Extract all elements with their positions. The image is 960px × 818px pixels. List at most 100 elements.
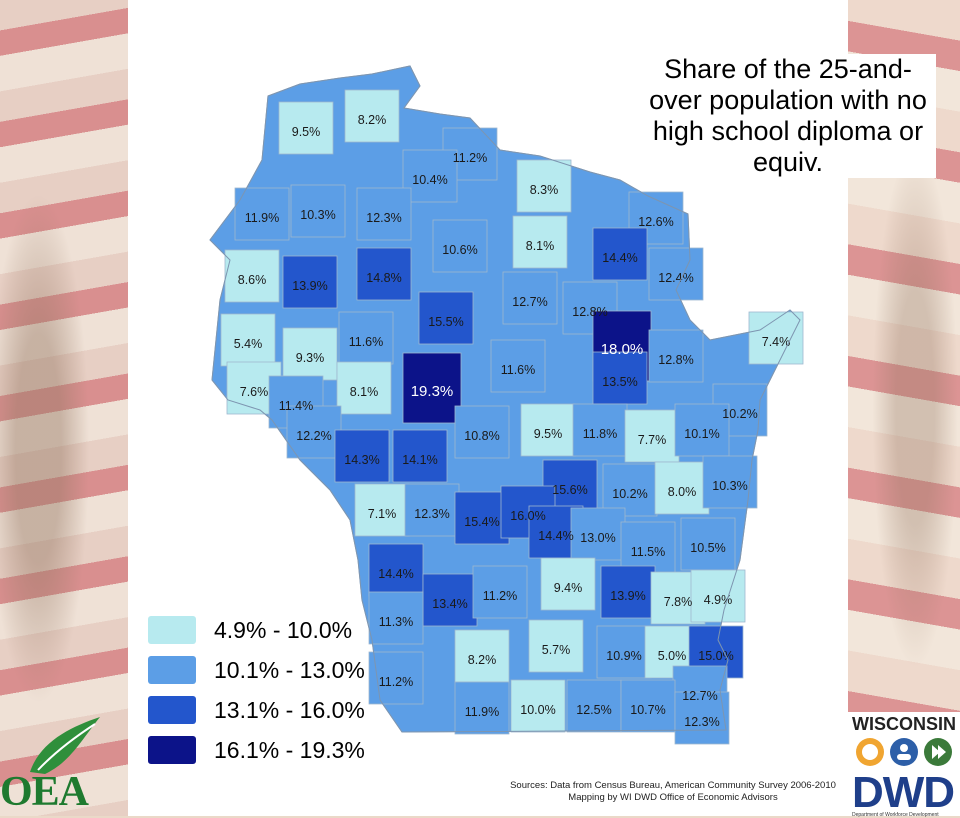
county-value-label: 10.6% [442, 243, 477, 257]
state-border [209, 65, 801, 733]
county-area [512, 215, 568, 269]
county-value-label: 12.8% [572, 305, 607, 319]
county-value-label: 11.5% [631, 545, 666, 559]
county-value-label: 18.0% [601, 341, 644, 358]
county-value-label: 11.2% [379, 675, 414, 689]
county-area [648, 329, 704, 383]
flag-background-left [0, 0, 128, 816]
county-value-label: 15.4% [464, 515, 499, 529]
county-value-label: 10.7% [630, 703, 665, 717]
county-value-label: 11.3% [379, 615, 414, 629]
county-area [282, 255, 338, 309]
county-value-label: 9.3% [296, 351, 325, 365]
legend-swatch [148, 656, 196, 684]
county-area [404, 483, 460, 537]
county-value-label: 10.1% [684, 427, 719, 441]
county-value-label: 10.5% [690, 541, 725, 555]
county-area [566, 679, 622, 733]
county-value-label: 7.7% [638, 433, 667, 447]
county-area [748, 311, 804, 365]
legend-label: 10.1% - 13.0% [214, 656, 365, 683]
county-value-label: 11.8% [583, 427, 618, 441]
county-area [368, 651, 424, 705]
county-value-label: 7.1% [368, 507, 397, 521]
county-value-label: 10.2% [722, 407, 757, 421]
map-title: Share of the 25-and-over population with… [640, 54, 936, 178]
legend-item: 16.1% - 19.3% [148, 732, 368, 768]
oea-leaf-icon [30, 717, 100, 774]
county-value-label: 8.3% [530, 183, 559, 197]
dwd-logo-main: DWD [852, 768, 955, 817]
legend-label: 4.9% - 10.0% [214, 616, 353, 643]
county-value-label: 10.0% [520, 703, 555, 717]
county-value-label: 13.5% [602, 375, 637, 389]
source-line: Sources: Data from Census Bureau, Americ… [510, 780, 836, 791]
county-value-label: 12.3% [414, 507, 449, 521]
county-area [356, 187, 412, 241]
county-value-label: 10.9% [606, 649, 641, 663]
source-note: Sources: Data from Census Bureau, Americ… [478, 780, 868, 804]
county-value-label: 8.0% [668, 485, 697, 499]
county-area [368, 543, 424, 597]
county-value-label: 10.2% [612, 487, 647, 501]
county-value-label: 5.4% [234, 337, 263, 351]
county-area [402, 352, 462, 424]
county-value-label: 8.2% [468, 653, 497, 667]
county-value-label: 13.9% [292, 279, 327, 293]
county-area [368, 591, 424, 645]
county-area [510, 679, 566, 733]
county-area [418, 291, 474, 345]
county-value-label: 11.6% [349, 335, 384, 349]
county-area [490, 339, 546, 393]
county-value-label: 15.0% [698, 649, 733, 663]
county-area [392, 429, 448, 483]
county-value-label: 15.6% [552, 483, 587, 497]
county-area [402, 149, 458, 203]
county-area [674, 691, 730, 745]
county-value-label: 11.2% [483, 589, 518, 603]
county-value-label: 9.5% [292, 125, 321, 139]
county-value-label: 14.4% [538, 529, 573, 543]
county-area [432, 219, 488, 273]
county-value-label: 11.2% [453, 151, 488, 165]
county-value-label: 12.4% [658, 271, 693, 285]
county-area [234, 187, 290, 241]
county-area [596, 625, 652, 679]
legend-label: 16.1% - 19.3% [214, 736, 365, 763]
county-value-label: 11.9% [245, 211, 280, 225]
county-area [520, 403, 576, 457]
county-value-label: 8.2% [358, 113, 387, 127]
county-area [282, 327, 338, 381]
county-value-label: 10.8% [464, 429, 499, 443]
county-area [344, 89, 400, 143]
county-value-label: 9.4% [554, 581, 583, 595]
county-area [278, 101, 334, 155]
county-area [454, 681, 510, 735]
county-value-label: 13.9% [610, 589, 645, 603]
county-area [334, 429, 390, 483]
county-area [648, 247, 704, 301]
dwd-logo-sub: Department of Workforce Development [852, 812, 939, 818]
county-value-label: 12.8% [658, 353, 693, 367]
county-area [680, 517, 736, 571]
legend-item: 4.9% - 10.0% [148, 612, 368, 648]
dwd-logo: WISCONSIN DWD Department of Workforce De… [848, 712, 960, 818]
county-area [592, 227, 648, 281]
county-area [502, 271, 558, 325]
county-value-label: 12.5% [576, 703, 611, 717]
county-value-label: 8.6% [238, 273, 267, 287]
legend-item: 13.1% - 16.0% [148, 692, 368, 728]
county-value-label: 14.8% [366, 271, 401, 285]
dwd-circles-icon [856, 738, 952, 766]
county-value-label: 12.7% [682, 689, 717, 703]
county-area [624, 409, 680, 463]
county-value-label: 19.3% [411, 383, 454, 400]
county-value-label: 14.4% [378, 567, 413, 581]
county-value-label: 12.6% [638, 215, 673, 229]
county-value-label: 5.0% [658, 649, 687, 663]
legend-label: 13.1% - 16.0% [214, 696, 365, 723]
county-value-label: 12.3% [684, 715, 719, 729]
county-area [572, 403, 628, 457]
county-value-label: 8.1% [526, 239, 555, 253]
